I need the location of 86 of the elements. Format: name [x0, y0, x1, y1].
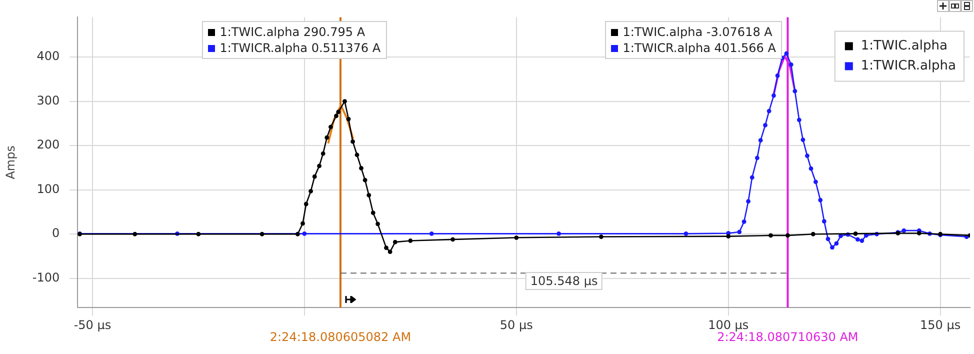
point [336, 110, 341, 114]
point [826, 236, 830, 242]
point [392, 240, 398, 244]
point [598, 234, 604, 239]
point [300, 221, 305, 226]
point [295, 232, 300, 236]
point [746, 199, 750, 204]
point [758, 138, 763, 142]
point [737, 230, 742, 234]
point [328, 124, 333, 130]
legend-label: 1:TWIC.alpha [860, 38, 948, 54]
point [810, 232, 816, 236]
point [808, 166, 814, 171]
point [834, 241, 839, 246]
point [784, 51, 789, 56]
point [813, 180, 818, 184]
point [362, 178, 368, 182]
y-tick-label: 100 [36, 182, 60, 196]
point [317, 164, 322, 168]
y-tick-label: 400 [36, 49, 60, 64]
point [304, 202, 308, 206]
point [346, 116, 351, 122]
point [320, 151, 326, 156]
point [342, 99, 347, 104]
y-axis-title: Amps [3, 146, 18, 180]
point [772, 93, 776, 98]
point [324, 135, 330, 140]
point [359, 166, 364, 170]
point [786, 233, 790, 238]
point [514, 235, 519, 240]
point [388, 250, 392, 254]
text: 2:24:18.080605082 AM [270, 330, 412, 344]
point [408, 238, 413, 243]
point [132, 232, 138, 236]
y-tick-label: -100 [32, 270, 60, 285]
point [902, 228, 906, 233]
y-tick-label: 200 [36, 138, 60, 152]
x-tick-label: 100 µs [708, 318, 749, 332]
text: 2:24:18.080710630 AM [717, 330, 858, 344]
legend-label: 1:TWICR.alpha [860, 58, 956, 74]
x-tick-label: -50 µs [74, 318, 112, 332]
annotation: 105.548 µs [525, 272, 603, 290]
point [796, 118, 802, 122]
point [354, 152, 360, 158]
point [308, 188, 313, 194]
point [853, 231, 858, 236]
y-tick-label: 0 [52, 226, 60, 240]
point [556, 231, 561, 236]
point [788, 62, 794, 67]
y-tick-label: 300 [36, 93, 60, 108]
point [196, 232, 201, 236]
point [450, 237, 456, 242]
point [830, 245, 834, 250]
point [260, 232, 264, 236]
point [302, 231, 307, 236]
point [754, 156, 760, 160]
point [916, 231, 922, 236]
point [429, 231, 434, 236]
point [855, 237, 860, 242]
x-tick-label: 150 µs [920, 318, 961, 332]
point [384, 246, 388, 250]
annotation: 1:TWICR.alpha 0.511376 A [220, 41, 381, 56]
point [763, 123, 768, 128]
point [768, 233, 773, 238]
point [366, 192, 372, 198]
point [818, 198, 823, 202]
point [792, 88, 798, 94]
annotation: 1:TWICR.alpha 401.566 A [622, 41, 776, 56]
point [805, 154, 810, 158]
annotation: 1:TWIC.alpha -3.07618 A [622, 25, 772, 40]
point [350, 139, 355, 144]
point [684, 231, 688, 236]
point [860, 238, 864, 243]
point [334, 114, 338, 118]
point [742, 220, 746, 224]
point [726, 234, 731, 239]
point [312, 174, 317, 179]
annotation: 1:TWIC.alpha 290.795 A [220, 25, 366, 40]
point [370, 210, 376, 216]
point [822, 219, 826, 224]
point [750, 175, 754, 180]
point [376, 222, 380, 226]
point [775, 73, 780, 78]
point [800, 138, 806, 142]
x-tick-label: 50 µs [500, 318, 533, 332]
point [766, 108, 772, 114]
